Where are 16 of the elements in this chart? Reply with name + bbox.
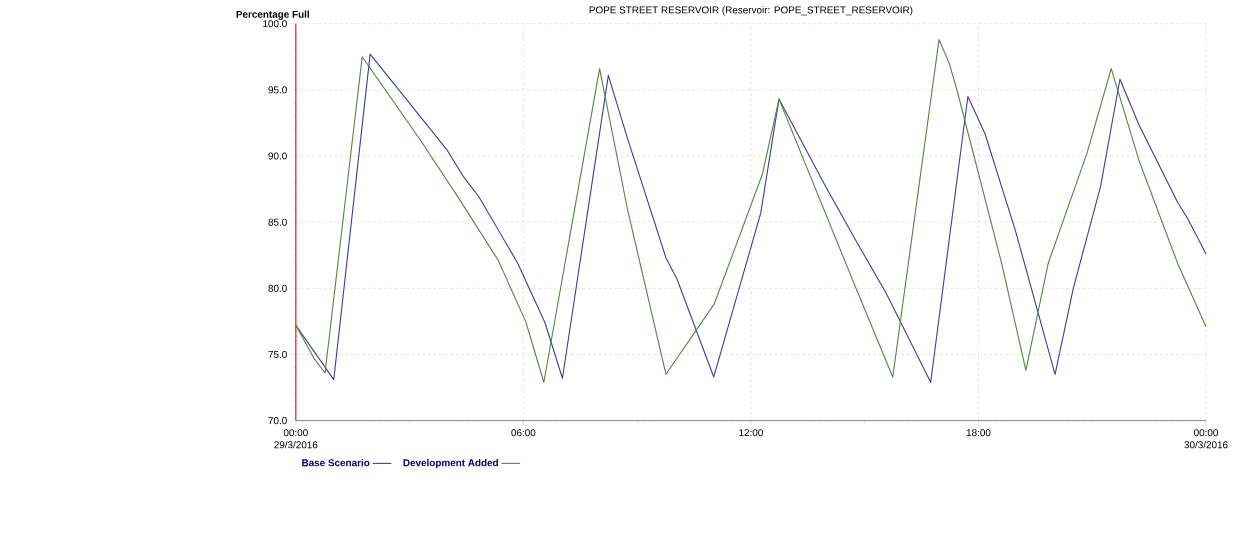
y-tick-label: 90.0: [268, 152, 287, 160]
x-tick-label: 06:00: [511, 429, 536, 437]
x-tick-label: 00:00 29/3/2016: [274, 429, 318, 449]
y-tick-label: 80.0: [268, 284, 287, 292]
x-tick-label: 12:00: [739, 429, 763, 437]
legend-label: Base Scenario: [302, 458, 370, 467]
y-tick-label: 85.0: [268, 218, 287, 226]
y-tick-label: 100.0: [263, 20, 287, 28]
x-tick-label: 18:00: [966, 429, 991, 437]
x-tick-label: 00:00 30/3/2016: [1184, 429, 1228, 449]
y-tick-label: 75.0: [268, 350, 287, 358]
y-axis-title: Percentage Full: [236, 10, 309, 20]
chart-title: POPE STREET RESERVOIR (Reservoir: POPE_STREET_RESERVOIR): [589, 6, 913, 16]
y-tick-label: 70.0: [268, 417, 287, 425]
legend-label: Development Added: [403, 458, 498, 469]
y-tick-label: 95.0: [268, 86, 287, 94]
